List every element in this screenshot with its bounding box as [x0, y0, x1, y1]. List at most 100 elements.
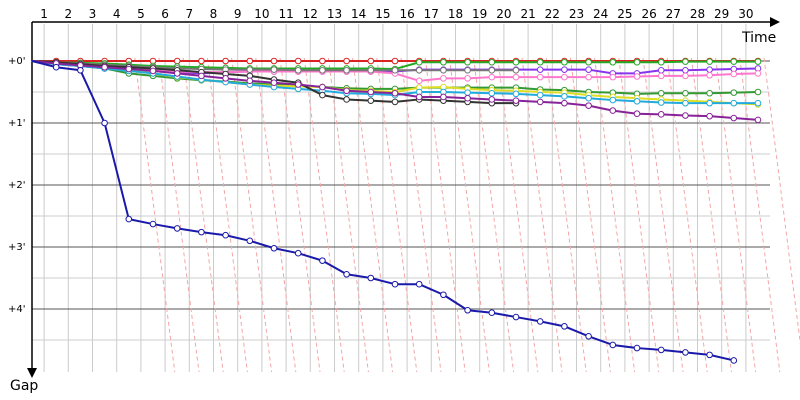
x-tick-label: 16 [399, 7, 414, 21]
x-tick-label: 15 [375, 7, 390, 21]
data-point [682, 349, 689, 356]
lap-guide-line [666, 57, 708, 373]
lap-guide-line [690, 57, 732, 373]
x-tick-label: 19 [472, 7, 487, 21]
data-point [730, 114, 738, 122]
data-point [367, 88, 375, 96]
x-tick-label: 14 [351, 7, 366, 21]
x-tick-label: 11 [278, 7, 293, 21]
data-point [754, 99, 762, 107]
data-point [561, 93, 568, 100]
data-point [609, 58, 617, 66]
data-point [270, 57, 278, 65]
data-point [730, 58, 738, 65]
data-point [488, 309, 496, 317]
data-point [657, 111, 665, 118]
data-point [319, 67, 326, 74]
data-point [536, 66, 544, 73]
data-point [561, 323, 568, 330]
data-point [415, 67, 423, 74]
lap-guide-line [594, 57, 636, 373]
data-point [682, 89, 689, 97]
data-point [706, 89, 713, 97]
data-point [343, 67, 350, 74]
data-point [512, 73, 520, 81]
data-point [319, 83, 326, 91]
lap-guide-line [400, 57, 442, 373]
data-point [343, 57, 350, 65]
data-point [173, 225, 181, 232]
data-point [198, 228, 205, 236]
series-group [31, 57, 762, 364]
data-point [706, 58, 713, 65]
lap-guide-line [521, 57, 563, 373]
data-point [367, 57, 375, 65]
lap-guide-line [327, 57, 369, 373]
lap-guide-line [448, 57, 490, 373]
data-point [682, 112, 689, 119]
data-point [440, 75, 447, 82]
data-point [294, 57, 302, 65]
data-point [149, 67, 157, 75]
data-point [464, 67, 471, 74]
data-point [754, 88, 762, 96]
data-point [294, 81, 302, 88]
data-point [198, 57, 205, 65]
data-point [730, 99, 738, 107]
x-tick-label: 26 [641, 7, 656, 21]
lap-guide-line [158, 57, 200, 373]
data-point [391, 280, 399, 288]
data-point [633, 98, 641, 105]
data-point [246, 77, 254, 85]
y-tick-label: +2' [8, 180, 26, 191]
data-point [561, 73, 568, 81]
data-point [125, 65, 133, 73]
data-point [585, 66, 592, 73]
data-point [561, 66, 568, 73]
lap-guide-line [303, 57, 345, 373]
x-tick-label: 21 [520, 7, 535, 21]
data-point [536, 73, 544, 81]
lap-guide-line [279, 57, 321, 373]
data-point [294, 67, 302, 74]
x-tick-label: 6 [161, 7, 169, 21]
data-point [609, 96, 617, 104]
data-point [706, 66, 713, 73]
lap-guide-line [618, 57, 660, 373]
data-point [706, 71, 713, 79]
data-point [367, 97, 375, 104]
x-tick-label: 25 [617, 7, 632, 21]
data-point [222, 231, 229, 239]
x-tick-label: 1 [40, 7, 48, 21]
data-point [319, 257, 326, 264]
data-point [585, 94, 592, 102]
data-point [633, 73, 641, 80]
data-point [657, 67, 665, 74]
data-point [464, 94, 471, 102]
data-point [682, 99, 689, 107]
data-point [585, 332, 592, 340]
data-point [440, 93, 447, 101]
data-point [415, 58, 423, 66]
x-tick-label: 23 [569, 7, 584, 21]
data-point [149, 220, 157, 228]
data-point [52, 63, 60, 71]
x-tick-label: 12 [303, 7, 318, 21]
lap-guide-line [376, 57, 418, 373]
data-point [319, 57, 326, 65]
data-point [536, 58, 544, 66]
series-9 [31, 60, 762, 124]
data-point [488, 89, 496, 97]
lap-guide-line [497, 57, 539, 373]
data-point [391, 57, 399, 65]
data-point [101, 63, 108, 71]
data-point [754, 70, 762, 77]
data-point [440, 291, 447, 299]
data-point [440, 67, 447, 74]
data-point [657, 72, 665, 80]
data-point [585, 102, 592, 109]
x-tick-label: 8 [210, 7, 218, 21]
data-point [512, 313, 520, 321]
data-point [391, 98, 399, 106]
